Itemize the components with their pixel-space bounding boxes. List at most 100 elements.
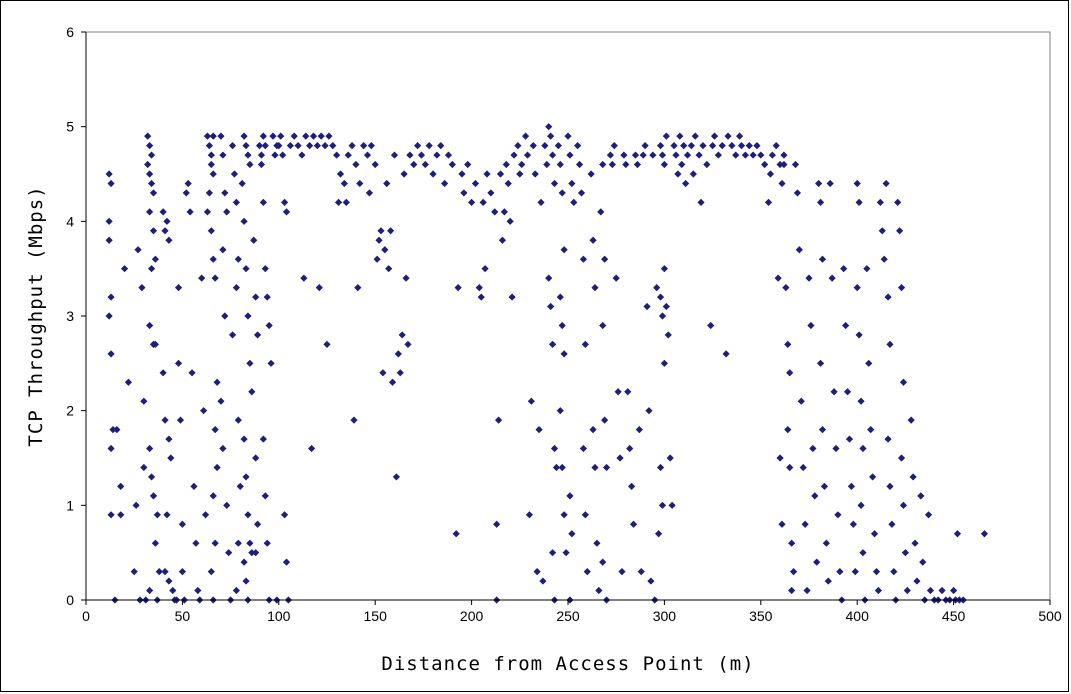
data-point bbox=[772, 142, 780, 150]
data-point bbox=[174, 359, 183, 367]
data-point bbox=[589, 426, 597, 434]
data-point bbox=[602, 463, 611, 472]
y-tick-label: 3 bbox=[66, 308, 74, 324]
data-point bbox=[714, 151, 722, 159]
data-point bbox=[277, 132, 285, 140]
data-point bbox=[360, 142, 368, 150]
data-point bbox=[791, 160, 800, 169]
data-point bbox=[795, 246, 803, 254]
data-point bbox=[707, 321, 715, 330]
data-point bbox=[807, 321, 815, 330]
data-point bbox=[556, 407, 564, 415]
data-point bbox=[105, 312, 113, 320]
data-point bbox=[560, 511, 568, 519]
data-point bbox=[437, 142, 445, 150]
data-point bbox=[381, 246, 389, 254]
data-point bbox=[543, 160, 551, 169]
data-point bbox=[732, 151, 740, 159]
data-point bbox=[454, 284, 462, 292]
data-point bbox=[146, 170, 154, 178]
y-tick-label: 2 bbox=[66, 403, 74, 419]
data-point bbox=[307, 444, 316, 453]
data-point bbox=[857, 501, 865, 509]
data-point bbox=[953, 530, 962, 538]
data-point bbox=[253, 520, 262, 528]
data-point bbox=[161, 227, 169, 235]
data-point bbox=[120, 265, 129, 273]
data-point bbox=[105, 170, 113, 178]
data-point bbox=[155, 568, 163, 576]
data-point bbox=[560, 246, 568, 254]
data-point bbox=[599, 558, 607, 566]
data-point bbox=[672, 151, 680, 159]
data-point bbox=[741, 151, 749, 159]
x-tick-label: 150 bbox=[364, 608, 388, 624]
data-point bbox=[464, 160, 472, 169]
x-tick-label: 500 bbox=[1038, 608, 1062, 624]
data-point bbox=[926, 586, 935, 595]
data-point bbox=[545, 274, 553, 282]
data-point bbox=[306, 142, 314, 150]
data-point bbox=[163, 217, 171, 225]
data-point bbox=[207, 568, 215, 576]
x-tick-label: 400 bbox=[846, 608, 870, 624]
data-point bbox=[574, 142, 582, 150]
data-point bbox=[246, 359, 254, 367]
data-point bbox=[146, 142, 154, 150]
data-point bbox=[828, 274, 836, 282]
data-point bbox=[242, 577, 250, 585]
data-point bbox=[228, 331, 237, 339]
data-point bbox=[703, 160, 711, 169]
data-point bbox=[261, 142, 269, 150]
data-point bbox=[886, 482, 894, 490]
data-point bbox=[329, 142, 337, 150]
data-point bbox=[483, 170, 491, 178]
data-point bbox=[662, 302, 670, 311]
data-point bbox=[146, 586, 154, 595]
data-point bbox=[786, 369, 794, 377]
data-point bbox=[232, 198, 240, 206]
data-point bbox=[402, 274, 410, 282]
data-point bbox=[165, 577, 173, 585]
data-point bbox=[568, 179, 576, 188]
data-point bbox=[321, 142, 329, 150]
data-point bbox=[816, 198, 825, 206]
data-point bbox=[757, 151, 765, 159]
data-point bbox=[658, 151, 667, 159]
data-point bbox=[165, 435, 173, 443]
data-point bbox=[566, 492, 574, 500]
data-point bbox=[219, 151, 227, 159]
data-point bbox=[857, 397, 865, 405]
data-point bbox=[269, 132, 277, 140]
data-point bbox=[234, 539, 242, 547]
data-point bbox=[265, 321, 273, 330]
data-point bbox=[140, 463, 148, 472]
data-point bbox=[232, 586, 240, 595]
data-point bbox=[591, 284, 599, 292]
data-point bbox=[282, 558, 291, 566]
data-point bbox=[668, 501, 676, 509]
data-point bbox=[886, 340, 894, 348]
data-point bbox=[562, 549, 570, 557]
data-point bbox=[147, 473, 156, 481]
data-point bbox=[849, 520, 857, 528]
data-point bbox=[664, 331, 672, 339]
data-point bbox=[735, 132, 744, 140]
data-point bbox=[776, 160, 784, 169]
data-point bbox=[107, 350, 115, 358]
data-point bbox=[506, 217, 514, 225]
data-point bbox=[504, 179, 512, 188]
data-point bbox=[344, 151, 352, 159]
data-point bbox=[816, 359, 825, 367]
data-point bbox=[678, 160, 686, 169]
data-point bbox=[809, 444, 817, 453]
data-point bbox=[153, 511, 161, 519]
data-point bbox=[182, 189, 190, 197]
data-point bbox=[697, 198, 705, 206]
data-point bbox=[865, 359, 873, 367]
data-point bbox=[117, 482, 125, 490]
data-point bbox=[290, 132, 298, 140]
data-point bbox=[616, 454, 624, 462]
x-tick-label: 450 bbox=[942, 608, 966, 624]
data-point bbox=[149, 227, 158, 235]
